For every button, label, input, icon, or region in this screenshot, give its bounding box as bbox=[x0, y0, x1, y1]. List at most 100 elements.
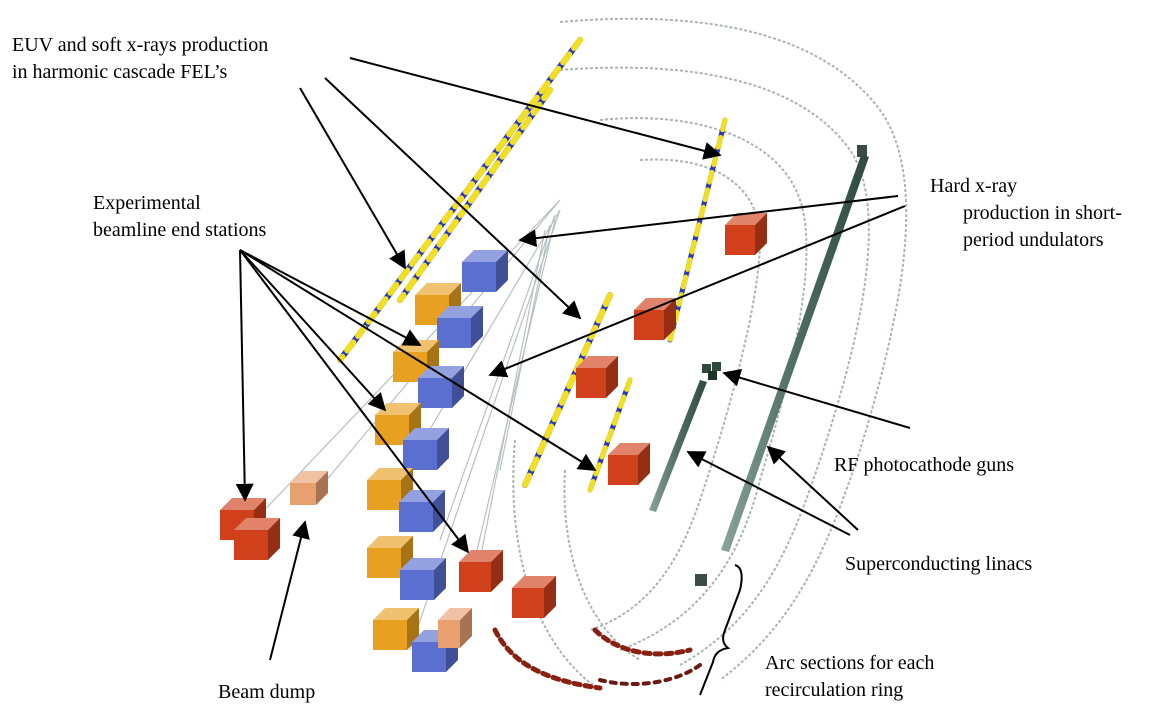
linac-cap-top bbox=[857, 145, 867, 157]
station-box-side bbox=[471, 306, 483, 348]
arrow-exp-2 bbox=[239, 249, 422, 346]
station-box-top bbox=[418, 366, 464, 378]
linacs bbox=[649, 145, 869, 586]
beamline bbox=[499, 224, 551, 471]
station-box bbox=[462, 250, 508, 292]
station-box-top bbox=[373, 608, 419, 620]
undulator-lines bbox=[337, 37, 728, 493]
station-box-top bbox=[634, 298, 676, 310]
beam-dump-box bbox=[290, 471, 328, 505]
station-box-front bbox=[576, 368, 606, 398]
label-hardxray-line-1: Hard x-ray bbox=[930, 175, 1018, 197]
undulator-line-3-yellow bbox=[522, 292, 613, 488]
linac-short bbox=[649, 380, 707, 512]
station-box-side bbox=[496, 250, 508, 292]
label-dump-line-1: Beam dump bbox=[218, 681, 316, 703]
label-rf-line-1: RF photocathode guns bbox=[834, 454, 1014, 476]
station-box-front bbox=[462, 262, 496, 292]
station-box-side bbox=[638, 443, 650, 485]
station-box-top bbox=[608, 443, 650, 455]
beamline bbox=[479, 229, 546, 561]
station-box-side bbox=[316, 471, 328, 505]
station-box-front bbox=[367, 548, 401, 578]
callout-arrows bbox=[235, 57, 911, 661]
station-box-top bbox=[220, 498, 266, 510]
station-box-front bbox=[512, 588, 544, 618]
label-exp-line-1: Experimental bbox=[93, 192, 201, 214]
station-box bbox=[634, 298, 676, 340]
arc-magnets bbox=[492, 627, 702, 691]
station-box bbox=[400, 558, 446, 600]
arrow-exp-5 bbox=[239, 249, 597, 471]
station-box bbox=[512, 576, 556, 618]
station-box bbox=[608, 443, 650, 485]
station-box-side bbox=[755, 213, 767, 255]
arrow-rf bbox=[722, 368, 911, 429]
label-beam-dump: Beam dump bbox=[218, 679, 315, 706]
station-box-side bbox=[491, 550, 503, 592]
station-box-top bbox=[437, 306, 483, 318]
station-box-side bbox=[460, 608, 472, 648]
label-superconducting-linacs: Superconducting linacs bbox=[845, 551, 1032, 578]
station-box-front bbox=[608, 455, 638, 485]
station-box-front bbox=[438, 620, 460, 648]
arrow-dump bbox=[269, 520, 310, 661]
recirculation-ring-tracks bbox=[512, 17, 908, 691]
arrow-euv-1 bbox=[349, 57, 722, 160]
station-box bbox=[234, 518, 280, 560]
arc-brace bbox=[699, 564, 743, 696]
station-box-side bbox=[268, 518, 280, 560]
ring-track-inner-2 bbox=[563, 469, 641, 661]
station-box bbox=[725, 213, 767, 255]
ring-track-4 bbox=[589, 158, 762, 631]
station-box-front bbox=[373, 620, 407, 650]
station-box-front bbox=[437, 318, 471, 348]
arrow-exp-3 bbox=[239, 249, 387, 412]
station-box-side bbox=[433, 490, 445, 532]
linac-long bbox=[721, 155, 869, 552]
station-box-top bbox=[367, 468, 413, 480]
beam-dump-box bbox=[438, 608, 472, 648]
label-exp-line-2: beamline end stations bbox=[93, 219, 267, 241]
rf-gun bbox=[702, 364, 711, 373]
station-box-top bbox=[459, 550, 503, 562]
station-box-front bbox=[234, 530, 268, 560]
label-rf-photocathode-guns: RF photocathode guns bbox=[834, 452, 1014, 479]
arrow-euv-3 bbox=[299, 87, 406, 270]
rf-gun bbox=[708, 371, 717, 380]
undulator-line-2-yellow bbox=[397, 87, 553, 303]
arrow-hardxray-2 bbox=[488, 205, 906, 378]
label-arc-line-2: recirculation ring bbox=[765, 679, 904, 701]
arrow-exp-4 bbox=[239, 249, 470, 554]
station-box-front bbox=[399, 502, 433, 532]
label-arc-line-1: Arc sections for each bbox=[765, 652, 935, 674]
rf-photocathode-guns bbox=[702, 362, 721, 380]
station-box-top bbox=[400, 558, 446, 570]
label-hard-xray: Hard x-ray production in short- period u… bbox=[930, 173, 1122, 254]
station-box bbox=[403, 428, 449, 470]
label-euv-soft-xray: EUV and soft x-rays production in harmon… bbox=[12, 32, 268, 86]
label-arc-sections: Arc sections for each recirculation ring bbox=[765, 650, 934, 704]
arc-magnet-row-2 bbox=[592, 627, 693, 657]
station-box bbox=[415, 283, 461, 325]
station-box-front bbox=[290, 483, 316, 505]
arrow-linac-2 bbox=[766, 445, 859, 531]
linac-cap-bottom bbox=[695, 574, 707, 586]
label-linacs-line-1: Superconducting linacs bbox=[845, 553, 1033, 575]
beamline bbox=[439, 214, 556, 541]
station-box bbox=[418, 366, 464, 408]
station-box-front bbox=[367, 480, 401, 510]
station-box bbox=[576, 356, 618, 398]
station-box-side bbox=[664, 298, 676, 340]
undulator-line-1-yellow bbox=[337, 37, 583, 363]
ring-track-3 bbox=[599, 117, 808, 651]
station-box-top bbox=[367, 536, 413, 548]
station-box-top bbox=[403, 428, 449, 440]
station-box-top bbox=[438, 608, 472, 620]
station-box-side bbox=[452, 366, 464, 408]
label-euv-line-2: in harmonic cascade FEL’s bbox=[12, 61, 228, 83]
station-box-top bbox=[725, 213, 767, 225]
station-box-top bbox=[290, 471, 328, 483]
